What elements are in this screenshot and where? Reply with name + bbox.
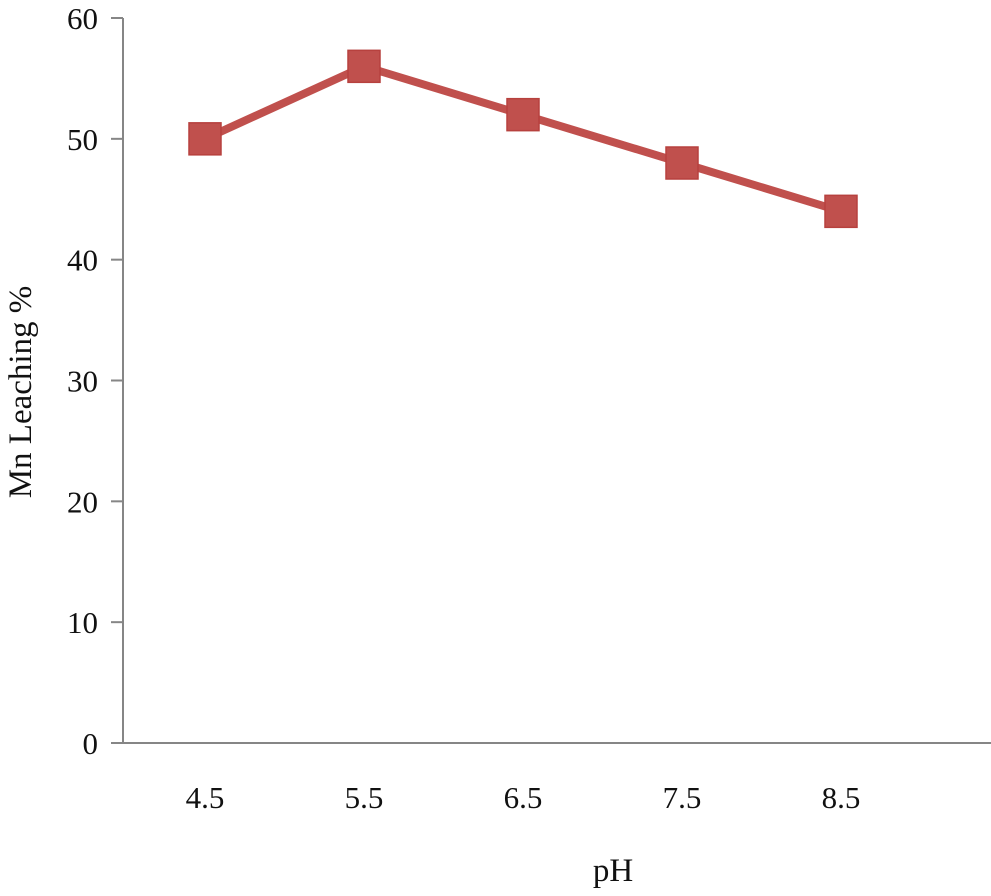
- y-tick-label: 60: [67, 1, 98, 36]
- x-tick-label: 7.5: [663, 780, 702, 815]
- y-tick-label: 30: [67, 364, 98, 399]
- data-point-marker: [824, 194, 858, 229]
- y-tick-label: 40: [67, 243, 98, 278]
- y-tick-label: 20: [67, 484, 98, 519]
- x-tick-label: 5.5: [345, 780, 384, 815]
- y-axis-title: Mn Leaching %: [3, 286, 39, 499]
- plot-area: [188, 49, 858, 229]
- y-tick-label: 0: [83, 726, 99, 761]
- data-point-marker: [188, 122, 222, 156]
- data-point-marker: [506, 97, 540, 132]
- y-tick-label: 10: [67, 605, 98, 640]
- y-ticks: 0 10 20 30 40 50 60: [67, 1, 123, 761]
- data-point-marker: [665, 146, 699, 180]
- x-tick-label: 8.5: [822, 780, 861, 815]
- y-axis: 0 10 20 30 40 50 60: [67, 1, 124, 761]
- x-ticks: 4.5 5.5 6.5 7.5 8.5: [186, 780, 861, 815]
- x-tick-label: 4.5: [186, 780, 225, 815]
- x-tick-label: 6.5: [504, 780, 543, 815]
- y-tick-label: 50: [67, 122, 98, 157]
- data-point-marker: [347, 49, 381, 84]
- x-axis: 4.5 5.5 6.5 7.5 8.5: [123, 742, 991, 815]
- series-line: [201, 62, 845, 216]
- x-axis-title: pH: [593, 853, 633, 889]
